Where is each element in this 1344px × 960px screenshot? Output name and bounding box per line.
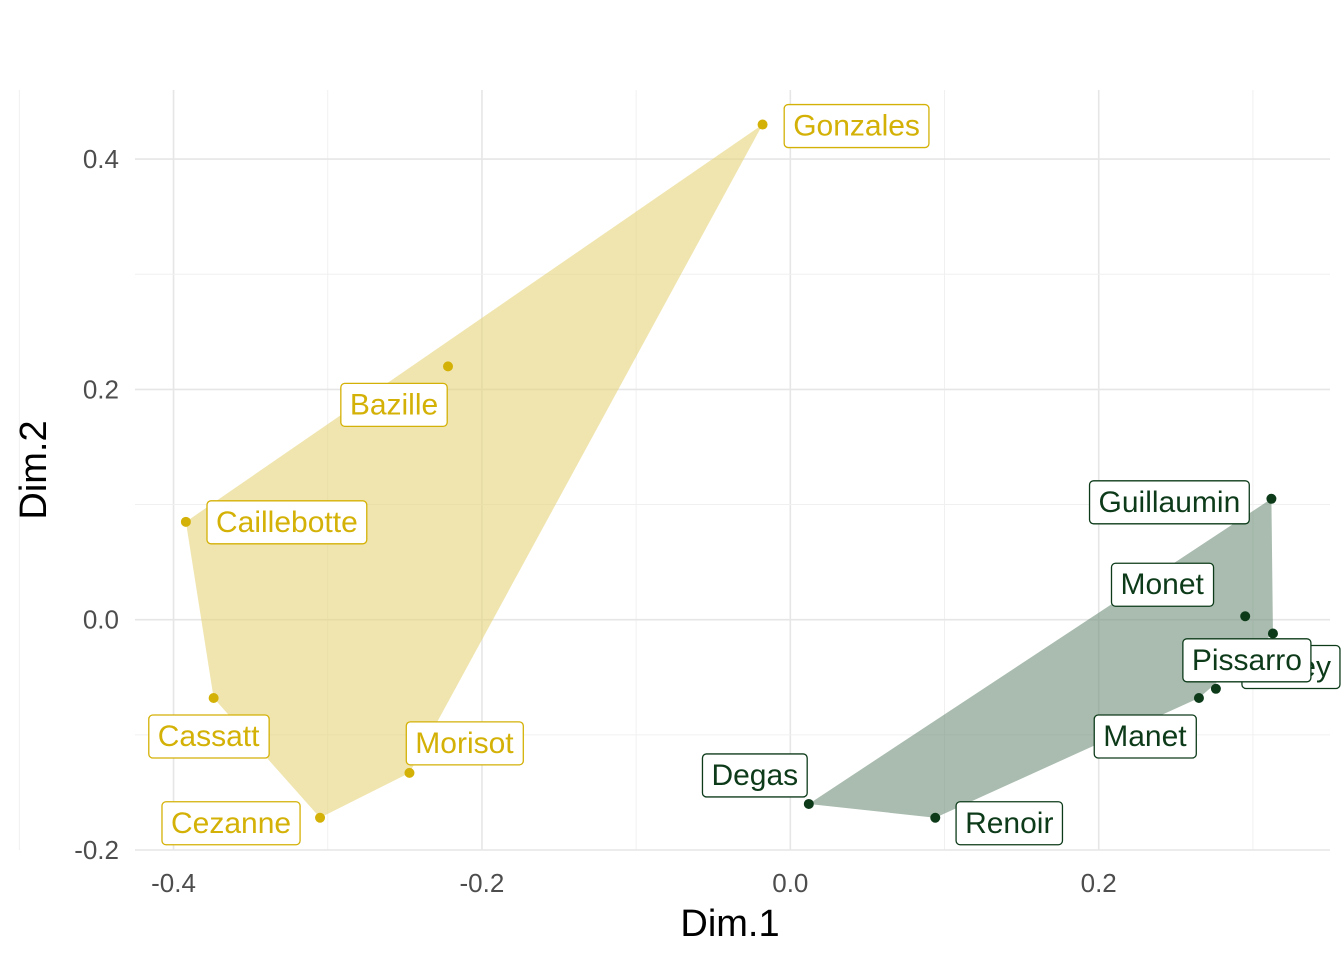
y-tick-label: -0.2 [74, 835, 119, 865]
x-tick-label: 0.0 [772, 868, 808, 898]
point-monet [1240, 611, 1251, 622]
y-tick-label: 0.0 [83, 605, 119, 635]
y-tick-label: 0.4 [83, 144, 119, 174]
point-label-text: Caillebotte [216, 506, 358, 539]
point-manet [1193, 693, 1204, 703]
label-morisot: Morisot [405, 721, 524, 766]
cluster-hulls [185, 124, 1273, 818]
point-label-text: Morisot [415, 727, 514, 760]
point-label-text: Gonzales [793, 110, 920, 143]
point-label-text: Cezanne [171, 807, 291, 840]
label-renoir: Renoir [955, 801, 1064, 846]
point-renoir [930, 812, 941, 823]
point-label-text: Cassatt [158, 720, 260, 753]
y-tick-labels: -0.2 0.0 0.2 0.4 [74, 144, 119, 865]
point-label-text: Manet [1103, 720, 1187, 753]
point-label-text: Guillaumin [1099, 486, 1241, 519]
x-tick-labels: -0.4 -0.2 0.0 0.2 [151, 868, 1117, 898]
x-tick-label: -0.2 [460, 868, 505, 898]
label-guillaumin: Guillaumin [1088, 480, 1250, 525]
point-caillebotte [180, 516, 191, 527]
x-axis-title: Dim.1 [680, 903, 779, 945]
point-cezanne [315, 812, 326, 823]
point-label-text: Degas [711, 759, 798, 792]
data-points [180, 119, 1278, 823]
label-cassatt: Cassatt [148, 714, 270, 759]
label-caillebotte: Caillebotte [206, 500, 368, 545]
x-tick-label: -0.4 [151, 868, 196, 898]
point-gonzales [757, 119, 768, 130]
point-guillaumin [1266, 493, 1277, 504]
y-axis-title: Dim.2 [13, 420, 55, 519]
label-degas: Degas [701, 753, 808, 798]
label-cezanne: Cezanne [161, 801, 301, 846]
point-bazille [443, 361, 454, 372]
point-label-text: Pissarro [1192, 644, 1302, 677]
x-tick-label: 0.2 [1081, 868, 1117, 898]
point-label-text: Monet [1120, 568, 1204, 601]
cluster-hull-1 [185, 124, 763, 818]
point-labels: Gonzales Bazille Caillebotte Cassatt Morisot… [148, 103, 1341, 846]
label-manet: Manet [1093, 714, 1197, 759]
point-cassatt [208, 693, 219, 703]
point-sisley [1267, 628, 1278, 639]
label-pissarro: Pissarro [1182, 638, 1312, 683]
y-tick-label: 0.2 [83, 374, 119, 404]
point-label-text: Bazille [350, 388, 438, 421]
label-gonzales: Gonzales [783, 103, 930, 149]
point-morisot [404, 767, 415, 778]
label-bazille: Bazille [340, 382, 448, 428]
point-pissarro [1210, 683, 1221, 694]
point-label-text: Renoir [965, 807, 1053, 840]
point-degas [803, 798, 814, 809]
label-monet: Monet [1110, 562, 1215, 607]
